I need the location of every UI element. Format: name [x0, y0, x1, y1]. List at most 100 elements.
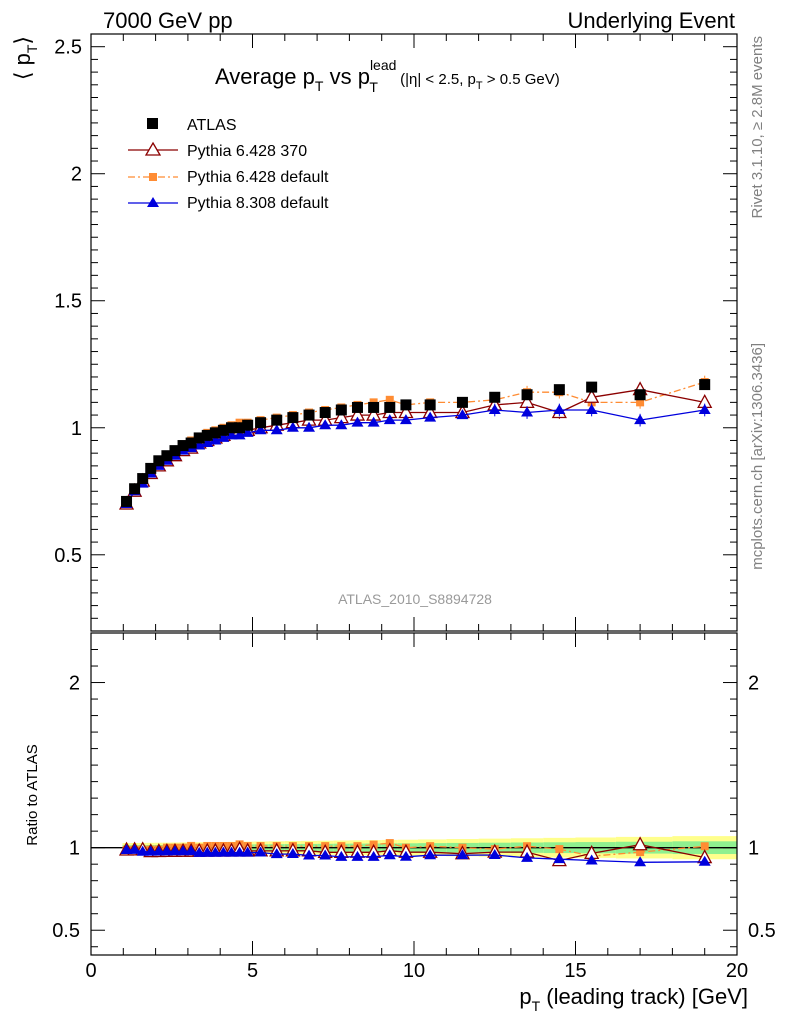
atlas-point [137, 473, 149, 485]
pythia8-point [553, 853, 566, 864]
pythia8-point [233, 846, 246, 857]
ratio-y-tick-label: 0.5 [52, 920, 80, 942]
x-axis-label: pT (leading track) [GeV] [519, 984, 748, 1014]
mcplots-label: mcplots.cern.ch [arXiv:1306.3436] [749, 343, 766, 570]
atlas-point [400, 399, 412, 411]
axis-ticks [90, 34, 738, 955]
ratio-y-tick-label-right: 1 [748, 838, 759, 860]
pythia8-point [128, 843, 141, 854]
atlas-point [553, 384, 565, 396]
pythia8-point [254, 846, 267, 857]
y-tick-label: 1.5 [54, 291, 82, 313]
pythia8-point [488, 849, 501, 860]
pythia8-point [217, 431, 230, 442]
series-line-pdef [125, 381, 705, 505]
pythia8-point [383, 849, 396, 860]
y-tick-label: 2.5 [54, 37, 82, 59]
atlas-point [193, 432, 205, 444]
pythia8-point [634, 856, 647, 867]
atlas-point [384, 401, 396, 413]
atlas-point [424, 399, 436, 411]
pythia8-point [185, 845, 198, 856]
atlas-point [242, 419, 254, 431]
pythia6-370-point [632, 836, 648, 851]
pythia8-point [241, 426, 254, 437]
pythia6-default-point [700, 842, 709, 851]
pythia8-point [399, 850, 412, 861]
pythia8-point [424, 849, 437, 860]
series-line-p370 [125, 389, 705, 505]
atlas-point [368, 401, 380, 413]
pythia8-point [456, 409, 469, 420]
x-tick-label: 5 [247, 960, 258, 982]
pythia8-point [209, 846, 222, 857]
atlas-point [287, 412, 299, 424]
atlas-point [699, 379, 711, 391]
pythia8-point [585, 854, 598, 865]
atlas-point [456, 396, 468, 408]
pythia6-default-point [636, 398, 645, 407]
pythia8-point [351, 850, 364, 861]
legend-marker-atlas [147, 118, 158, 129]
rivet-label: Rivet 3.1.10, ≥ 2.8M events [749, 36, 766, 219]
series-line-p8 [125, 409, 705, 505]
atlas-point [489, 391, 501, 403]
legend-label: Pythia 6.428 370 [187, 143, 307, 160]
atlas-point [234, 422, 246, 434]
pythia8-point [351, 416, 364, 427]
atlas-point [161, 450, 173, 462]
ratio-y-tick-label-right: 0.5 [748, 920, 776, 942]
pythia8-point [456, 849, 469, 860]
pythia8-point [319, 419, 332, 430]
pythia6-370-point [584, 388, 600, 403]
pythia8-point [488, 403, 501, 414]
y-tick-label: 2 [71, 164, 82, 186]
atlas-point [319, 407, 331, 419]
pythia8-point [303, 421, 316, 432]
pythia8-point [160, 845, 173, 856]
legend-label: ATLAS [187, 117, 237, 134]
pythia6-default-point [385, 395, 394, 404]
atlas-point [177, 440, 189, 452]
pythia8-point [367, 416, 380, 427]
pythia8-point [201, 846, 214, 857]
pythia8-point [168, 845, 181, 856]
atlas-point [335, 404, 347, 416]
pythia8-point [152, 845, 165, 856]
atlas-point [201, 429, 213, 441]
legend-marker-p370 [144, 141, 162, 156]
atlas-point [521, 389, 533, 401]
pythia8-point [177, 845, 190, 856]
legend-marker-p8 [147, 197, 159, 207]
atlas-point [153, 455, 165, 467]
atlas-point [129, 483, 141, 495]
atlas-point [351, 401, 363, 413]
pythia8-point [254, 424, 267, 435]
header-left: 7000 GeV pp [103, 8, 233, 33]
y-tick-labels: 0.5 1 1.5 2 2.5 [54, 37, 82, 567]
atlas-point [217, 424, 229, 436]
atlas-point [185, 437, 197, 449]
pythia8-point [585, 403, 598, 414]
x-tick-label: 10 [403, 960, 425, 982]
pythia8-point [335, 850, 348, 861]
pythia8-point [193, 846, 206, 857]
atlas-point [255, 417, 267, 429]
legend: ATLAS Pythia 6.428 370 Pythia 6.428 defa… [128, 117, 329, 212]
pythia8-point [233, 429, 246, 440]
ratio-plot-frame [90, 632, 738, 956]
ratio-y-tick-label: 1 [69, 838, 80, 860]
pythia8-point [521, 406, 534, 417]
pythia8-point [201, 437, 214, 448]
pythia8-point [225, 429, 238, 440]
pythia8-point [217, 846, 230, 857]
atlas-point [145, 462, 157, 474]
pythia8-point [521, 851, 534, 862]
pythia8-point [144, 845, 157, 856]
legend-marker-pdef [149, 173, 157, 181]
pythia8-point [225, 846, 238, 857]
data-marks [118, 375, 713, 867]
atlas-point [169, 445, 181, 457]
legend-label: Pythia 8.308 default [187, 195, 329, 212]
